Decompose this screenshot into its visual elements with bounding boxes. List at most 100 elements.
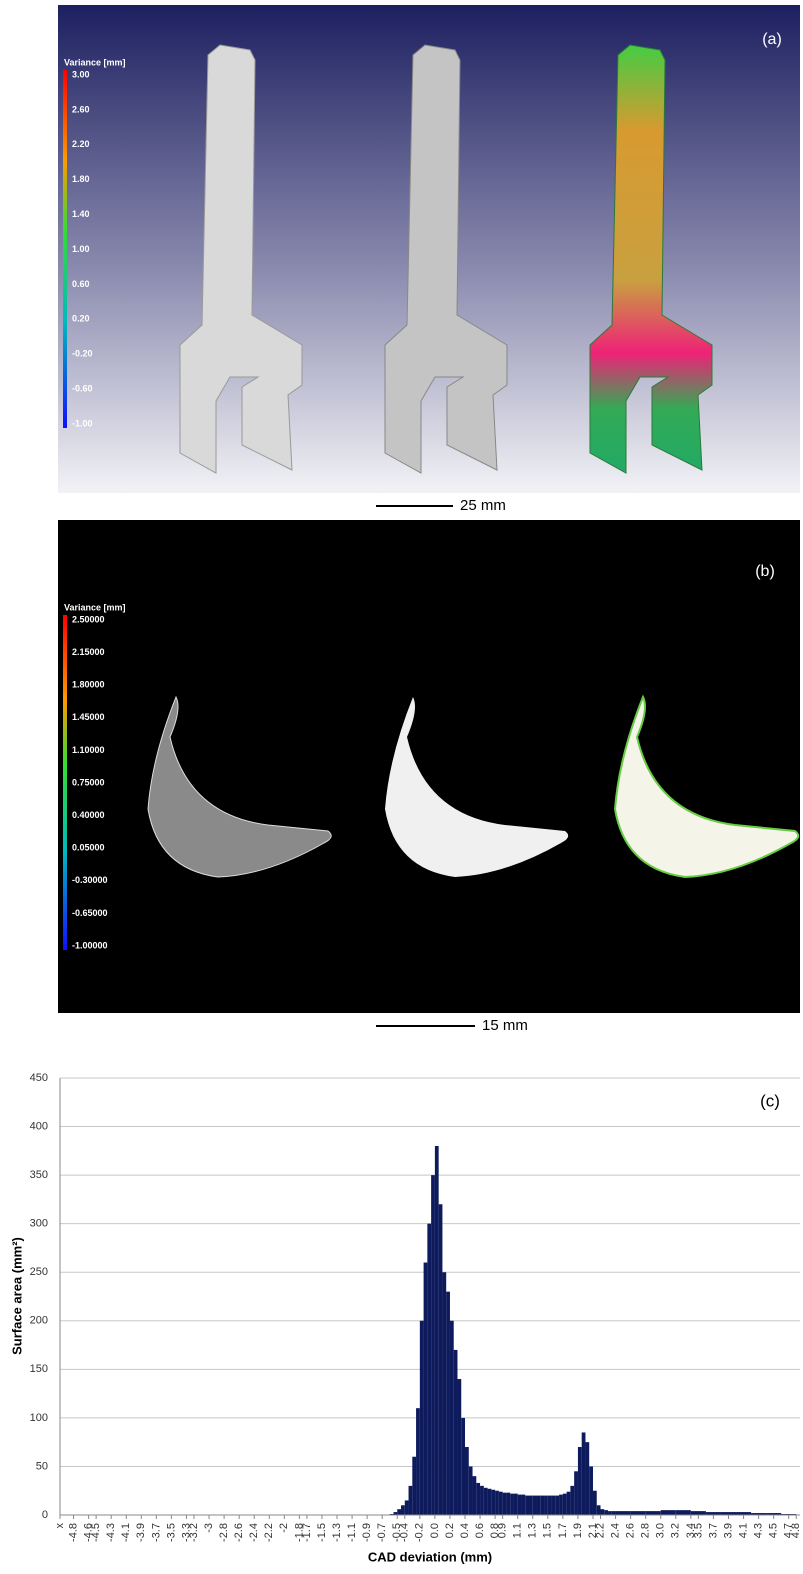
x-tick-label: -1.1 <box>346 1523 358 1542</box>
bar <box>691 1511 706 1515</box>
bar <box>601 1509 605 1515</box>
bar <box>416 1408 420 1515</box>
x-tick-label: -2.4 <box>248 1523 260 1542</box>
x-tick-label: 4.8 <box>790 1523 802 1538</box>
bar <box>409 1486 413 1515</box>
x-tick-label: -4.1 <box>120 1523 132 1542</box>
x-axis-label: CAD deviation (mm) <box>368 1549 492 1564</box>
colorbar-label: 0.75000 <box>72 777 105 787</box>
bar <box>567 1492 571 1515</box>
bar <box>676 1510 691 1515</box>
x-tick-label: -3.9 <box>135 1523 147 1542</box>
colorbar-label: -0.60 <box>72 383 93 393</box>
bar <box>608 1511 612 1515</box>
bar <box>476 1483 480 1515</box>
bar <box>412 1457 416 1515</box>
x-tick-label: 3.9 <box>722 1523 734 1538</box>
x-tick-label: 4.3 <box>753 1523 765 1538</box>
bar <box>589 1466 593 1515</box>
bar <box>540 1496 544 1515</box>
colorbar-title: Variance [mm] <box>64 602 126 612</box>
colorbar-label: 1.10000 <box>72 745 105 755</box>
colorbar-label: 2.15000 <box>72 647 105 657</box>
bar <box>442 1272 446 1515</box>
bar <box>510 1494 514 1515</box>
page: {"panel_a": {"annotation": "(a)", "color… <box>0 0 803 1574</box>
bar <box>597 1505 601 1515</box>
x-tick-label: 2.8 <box>640 1523 652 1538</box>
colorbar-label: 0.05000 <box>72 843 105 853</box>
x-tick-label: 2.4 <box>609 1523 621 1538</box>
bar <box>488 1489 492 1515</box>
bar <box>563 1494 567 1515</box>
y-tick-label: 200 <box>30 1315 48 1327</box>
x-tick-label: -0.9 <box>361 1523 373 1542</box>
x-tick-label: -0.2 <box>414 1523 426 1542</box>
scale-bar-label: 25 mm <box>460 497 506 514</box>
figure: Variance [mm] (a) 25 mm Variance [mm] (b… <box>0 0 803 1574</box>
bar <box>446 1292 450 1515</box>
colorbar-label: 1.00 <box>72 244 90 254</box>
scale-bar-label: 15 mm <box>482 1017 528 1034</box>
colorbar-label: 1.80 <box>72 174 90 184</box>
bar <box>537 1496 541 1515</box>
colorbar-a <box>63 70 67 428</box>
x-tick-label: 2.2 <box>594 1523 606 1538</box>
bar <box>473 1476 477 1515</box>
bar <box>646 1511 661 1515</box>
colorbar-label: 3.00 <box>72 69 90 79</box>
y-tick-label: 100 <box>30 1412 48 1424</box>
x-tick-label: 0.6 <box>474 1523 486 1538</box>
y-axis-label: Surface area (mm²) <box>9 1237 24 1355</box>
panel-label: (a) <box>762 31 782 48</box>
bar <box>450 1321 454 1515</box>
bar <box>582 1432 586 1515</box>
colorbar-label: 2.60 <box>72 104 90 114</box>
bar <box>593 1491 597 1515</box>
x-tick-label: -1.7 <box>301 1523 313 1542</box>
bar <box>578 1447 582 1515</box>
bar <box>420 1321 424 1515</box>
panel-label: (c) <box>760 1091 780 1110</box>
x-tick-label: 0.4 <box>459 1523 471 1538</box>
x-tick-label: 4.5 <box>768 1523 780 1538</box>
bar <box>514 1494 518 1515</box>
bar <box>461 1418 465 1515</box>
x-tick-label: 1.5 <box>542 1523 554 1538</box>
colorbar-label: 0.60 <box>72 279 90 289</box>
bar <box>612 1511 616 1515</box>
colorbar-label: 2.20 <box>72 139 90 149</box>
x-tick-label: -3 <box>203 1523 215 1533</box>
bar <box>469 1466 473 1515</box>
x-tick-label: -1.3 <box>331 1523 343 1542</box>
x-tick-label: 0.9 <box>497 1523 509 1538</box>
bar <box>397 1509 401 1515</box>
bar <box>465 1447 469 1515</box>
bar <box>533 1496 537 1515</box>
bar <box>424 1263 428 1515</box>
x-tick-label: -2.6 <box>233 1523 245 1542</box>
x-tick-label: 2.6 <box>625 1523 637 1538</box>
x-tick-label: -3.5 <box>165 1523 177 1542</box>
x-tick-label: 0.2 <box>444 1523 456 1538</box>
x-tick-label: 3.0 <box>655 1523 667 1538</box>
colorbar-label: -1.00 <box>72 418 93 428</box>
y-tick-label: 350 <box>30 1169 48 1181</box>
x-tick-label: -2 <box>278 1523 290 1533</box>
colorbar-label: 0.40000 <box>72 810 105 820</box>
bar <box>548 1496 552 1515</box>
x-tick-label: -1.5 <box>316 1523 328 1542</box>
bar <box>604 1510 608 1515</box>
bar <box>574 1471 578 1515</box>
x-tick-label: 3.2 <box>670 1523 682 1538</box>
bar <box>457 1379 461 1515</box>
x-tick-label: -3.7 <box>150 1523 162 1542</box>
x-tick-label: -0.7 <box>376 1523 388 1542</box>
colorbar-label: -0.65000 <box>72 908 108 918</box>
y-tick-label: 50 <box>36 1460 48 1472</box>
y-tick-label: 150 <box>30 1363 48 1375</box>
x-tick-label: x <box>54 1523 66 1529</box>
bar <box>559 1495 563 1515</box>
bar <box>585 1442 589 1515</box>
bar <box>570 1486 574 1515</box>
